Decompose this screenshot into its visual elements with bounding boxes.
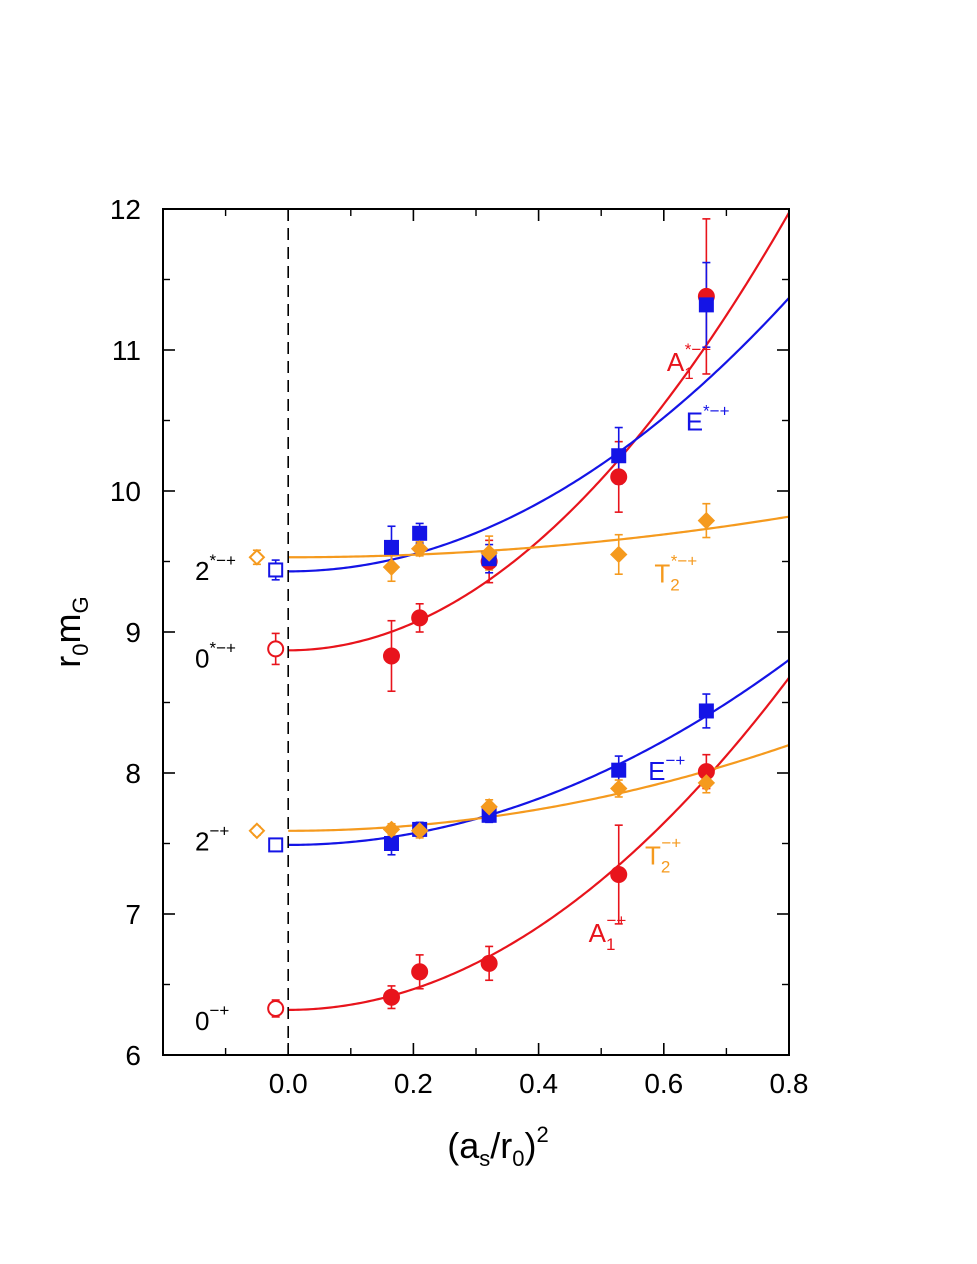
series-labels: A1−+ E−+ T2−+ A1*−+ E*−+ T2*−+ bbox=[589, 340, 730, 954]
continuum-point bbox=[267, 640, 285, 658]
y-tick-label: 12 bbox=[110, 194, 141, 225]
x-tick-label: 0.8 bbox=[770, 1068, 809, 1099]
data-point bbox=[411, 609, 429, 627]
data-point bbox=[383, 539, 399, 555]
series-label: E*−+ bbox=[686, 401, 730, 436]
axis-ticks bbox=[163, 208, 790, 1056]
data-point bbox=[480, 544, 498, 562]
data-markers bbox=[248, 287, 716, 1017]
x-axis-title: (as/r0)2 bbox=[447, 1122, 549, 1171]
series-label: T2*−+ bbox=[654, 552, 697, 595]
y-tick-label: 6 bbox=[125, 1040, 141, 1071]
series-label: A1−+ bbox=[589, 911, 627, 954]
series-label: A1*−+ bbox=[667, 340, 711, 383]
data-point bbox=[382, 988, 400, 1006]
data-point bbox=[697, 511, 716, 530]
continuum-point bbox=[268, 562, 284, 578]
data-point bbox=[698, 297, 714, 313]
fit-curve bbox=[288, 297, 790, 573]
data-point bbox=[411, 963, 429, 981]
data-point bbox=[610, 468, 628, 486]
data-point bbox=[611, 762, 627, 778]
data-point bbox=[480, 798, 498, 816]
data-point bbox=[382, 558, 401, 576]
y-tick-label: 9 bbox=[125, 617, 141, 648]
x-tick-label: 0.0 bbox=[269, 1068, 308, 1099]
data-point bbox=[698, 703, 714, 719]
fit-curve bbox=[288, 677, 790, 1011]
y-tick-label: 7 bbox=[125, 899, 141, 930]
data-point bbox=[383, 836, 399, 851]
data-point bbox=[697, 774, 716, 792]
series-label: E−+ bbox=[648, 751, 685, 786]
continuum-point bbox=[268, 837, 284, 853]
x-tick-label: 0.4 bbox=[519, 1068, 558, 1099]
y-tick-label: 8 bbox=[125, 758, 141, 789]
plot-frame bbox=[162, 208, 790, 1056]
data-point bbox=[610, 545, 628, 564]
state-label: 2*−+ bbox=[195, 551, 236, 586]
y-tick-label: 11 bbox=[112, 335, 141, 366]
tick-labels: 0.0 0.2 0.4 0.6 0.8 6 7 8 9 10 11 12 bbox=[110, 194, 809, 1099]
data-point bbox=[382, 647, 400, 665]
state-label: 0*−+ bbox=[195, 638, 236, 673]
data-point bbox=[382, 820, 401, 839]
fit-curve bbox=[288, 659, 790, 847]
x-tick-label: 0.2 bbox=[394, 1068, 433, 1099]
state-labels: 0−+ 2−+ 0*−+ 2*−+ bbox=[195, 551, 236, 1036]
data-point bbox=[480, 954, 498, 972]
error-bars bbox=[252, 218, 711, 1018]
data-point bbox=[410, 822, 429, 840]
fit-curve bbox=[288, 744, 790, 832]
continuum-point bbox=[248, 548, 266, 566]
data-point bbox=[410, 540, 429, 558]
y-axis-title: r0mG bbox=[47, 596, 93, 667]
state-label: 2−+ bbox=[195, 822, 229, 857]
continuum-point bbox=[248, 822, 266, 840]
fit-curve bbox=[288, 212, 790, 652]
continuum-point bbox=[267, 999, 285, 1017]
x-tick-label: 0.6 bbox=[644, 1068, 683, 1099]
series-label: T2−+ bbox=[645, 834, 681, 877]
fit-curves bbox=[288, 212, 790, 1011]
data-point bbox=[611, 448, 627, 464]
data-point bbox=[610, 866, 628, 884]
data-point bbox=[412, 525, 428, 541]
data-point bbox=[610, 779, 628, 798]
state-label: 0−+ bbox=[195, 1001, 229, 1036]
y-tick-label: 10 bbox=[110, 476, 141, 507]
fit-curve bbox=[288, 515, 790, 559]
